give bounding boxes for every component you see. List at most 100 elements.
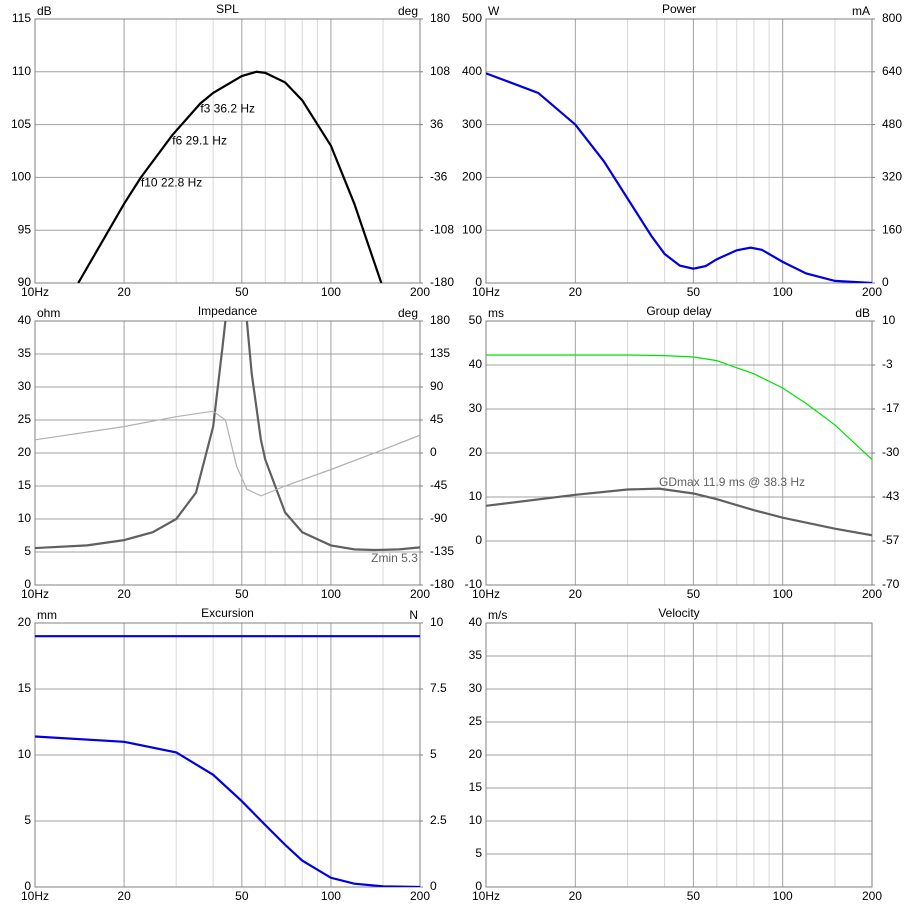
y-tick-label: 50	[469, 313, 483, 327]
y2-tick-label: 135	[430, 346, 450, 360]
y2-tick-label: -17	[882, 401, 900, 415]
y2-tick-label: 480	[882, 117, 902, 131]
y2-tick-label: -180	[430, 577, 454, 591]
chart-title: Group delay	[646, 304, 711, 318]
x-tick-label: 100	[773, 889, 793, 903]
x-tick-label: 200	[862, 285, 882, 299]
y2-tick-label: 800	[882, 11, 902, 25]
y-tick-label: 300	[462, 117, 482, 131]
y-tick-label: 100	[462, 222, 482, 236]
y-tick-label: 500	[462, 11, 482, 25]
x-tick-label: 50	[235, 285, 249, 299]
y2-tick-label: 640	[882, 64, 902, 78]
y2-tick-label: -30	[882, 445, 900, 459]
curve	[486, 354, 872, 461]
curve	[486, 72, 872, 283]
y-tick-label: 105	[11, 117, 31, 131]
y2-tick-label: -36	[430, 170, 448, 184]
annotation: GDmax 11.9 ms @ 38.3 Hz	[659, 475, 805, 489]
y2-tick-label: -135	[430, 544, 454, 558]
curve	[486, 487, 872, 537]
y-tick-label: 20	[18, 615, 32, 629]
annotation: Zmin 5.3 Ω	[371, 551, 430, 565]
x-tick-label: 50	[687, 285, 701, 299]
plot-content	[486, 72, 872, 283]
y-axis-label: mm	[37, 608, 57, 622]
y-tick-label: 200	[462, 170, 482, 184]
y-tick-label: 90	[18, 275, 32, 289]
y2-tick-label: -90	[430, 511, 448, 525]
y2-tick-label: 0	[430, 879, 437, 893]
y2-tick-label: 5	[430, 747, 437, 761]
y2-tick-label: -45	[430, 478, 448, 492]
x-tick-label: 100	[773, 587, 793, 601]
y-tick-label: 25	[18, 412, 32, 426]
y2-tick-label: -108	[430, 222, 454, 236]
chart-title: Excursion	[201, 606, 254, 620]
y-tick-label: 10	[18, 511, 32, 525]
y-tick-label: 15	[18, 478, 32, 492]
y-tick-label: 0	[475, 879, 482, 893]
y2-tick-label: 180	[430, 313, 450, 327]
y2-tick-label: -57	[882, 533, 900, 547]
x-tick-label: 20	[569, 285, 583, 299]
x-tick-label: 20	[569, 587, 583, 601]
x-tick-label: 10Hz	[21, 889, 49, 903]
y-tick-label: 35	[18, 346, 32, 360]
curve	[35, 410, 420, 497]
y2-tick-label: 36	[430, 117, 444, 131]
y2-tick-label: 7.5	[430, 681, 447, 695]
plot-border	[34, 320, 421, 586]
y-tick-label: 5	[24, 544, 31, 558]
x-tick-label: 200	[410, 285, 430, 299]
y-tick-label: 30	[18, 379, 32, 393]
y2-tick-label: 0	[430, 445, 437, 459]
y-tick-label: 20	[469, 747, 483, 761]
y-tick-label: 0	[475, 275, 482, 289]
y-tick-label: 15	[469, 780, 483, 794]
y-tick-label: 95	[18, 222, 32, 236]
annotation: f3 36.2 Hz	[200, 102, 255, 116]
x-tick-label: 10Hz	[21, 285, 49, 299]
y2-tick-label: 10	[430, 615, 444, 629]
curve	[77, 70, 383, 283]
y2-axis-label: N	[409, 608, 418, 622]
x-tick-label: 10Hz	[472, 587, 500, 601]
x-tick-label: 200	[862, 889, 882, 903]
plot-area	[486, 19, 872, 283]
chart-title: Impedance	[198, 304, 258, 318]
y-tick-label: 400	[462, 64, 482, 78]
x-tick-label: 100	[773, 285, 793, 299]
y2-tick-label: -3	[882, 357, 893, 371]
y2-axis-label: deg	[398, 306, 418, 320]
y2-tick-label: 2.5	[430, 813, 447, 827]
x-tick-label: 50	[235, 587, 249, 601]
y-axis-label: m/s	[488, 608, 507, 622]
x-tick-label: 20	[117, 285, 131, 299]
plot-content: f3 36.2 Hz f6 29.1 Hz f10 22.8 Hz	[77, 70, 383, 283]
y-tick-label: 10	[469, 489, 483, 503]
y2-tick-label: 90	[430, 379, 444, 393]
y2-axis-label: mA	[852, 4, 870, 18]
y-tick-label: 35	[469, 648, 483, 662]
x-tick-label: 50	[687, 889, 701, 903]
y2-tick-label: 45	[430, 412, 444, 426]
y-axis-label: ms	[488, 306, 504, 320]
y2-tick-label: 180	[430, 11, 450, 25]
annotation: f10 22.8 Hz	[141, 176, 202, 190]
plot-content	[35, 635, 420, 887]
y-tick-label: 20	[469, 445, 483, 459]
y2-tick-label: -70	[882, 577, 900, 591]
x-tick-label: 100	[321, 587, 341, 601]
x-tick-label: 20	[117, 889, 131, 903]
plot-border	[485, 622, 873, 888]
y-tick-label: 40	[469, 357, 483, 371]
x-tick-label: 10Hz	[21, 587, 49, 601]
y-tick-label: 5	[24, 813, 31, 827]
y-axis-label: dB	[37, 4, 52, 18]
y-tick-label: 0	[24, 879, 31, 893]
x-tick-label: 50	[687, 587, 701, 601]
x-tick-label: 50	[235, 889, 249, 903]
y-tick-label: 30	[469, 401, 483, 415]
